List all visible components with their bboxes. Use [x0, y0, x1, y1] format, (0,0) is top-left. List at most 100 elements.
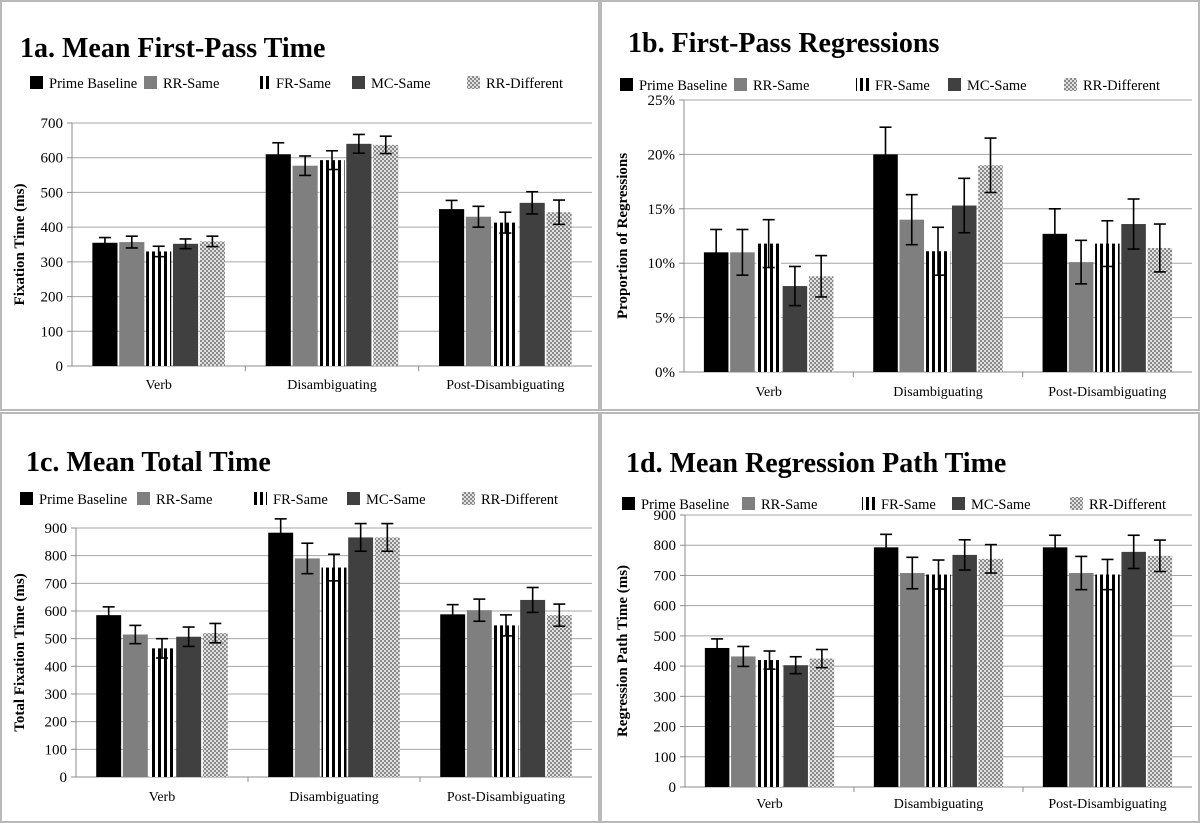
bar [348, 537, 374, 777]
legend-swatch [620, 78, 633, 91]
legend-label: FR-Same [875, 78, 930, 94]
chart-panel-1d: 1d. Mean Regression Path Time Prime Basel… [600, 412, 1200, 823]
legend-label: FR-Same [881, 497, 936, 513]
y-tick-label: 400 [41, 220, 64, 236]
bar [873, 154, 898, 372]
x-category-label: Verb [756, 797, 782, 812]
y-tick-label: 300 [45, 687, 68, 703]
bar [493, 625, 519, 777]
error-bar [736, 228, 749, 276]
legend-label: MC-Same [967, 78, 1027, 94]
y-tick-label: 600 [654, 599, 677, 615]
error-bar [932, 559, 945, 590]
bar [926, 574, 951, 787]
legend-swatch [862, 497, 875, 510]
y-tick-label: 700 [654, 568, 677, 584]
error-bar [473, 598, 486, 623]
bar [809, 658, 835, 787]
error-bar [328, 553, 340, 582]
error-bar [984, 543, 997, 574]
y-tick-label: 400 [45, 659, 68, 675]
error-bar [763, 650, 776, 670]
y-tick-label: 600 [41, 151, 64, 167]
legend-label: MC-Same [971, 497, 1031, 513]
legend-label: RR-Same [753, 78, 809, 94]
error-bar [379, 135, 392, 155]
bar [466, 610, 492, 777]
error-bar [958, 177, 971, 234]
y-tick-label: 900 [45, 521, 68, 537]
legend-swatch [20, 492, 33, 505]
bar [199, 241, 225, 366]
error-bar [179, 238, 192, 250]
bar [520, 599, 546, 777]
legend-swatch [948, 78, 961, 91]
legend-label: RR-Different [481, 492, 558, 508]
error-bar [182, 626, 195, 648]
error-bar [299, 155, 312, 177]
error-bar [326, 149, 338, 171]
x-category-label: Post-Disambiguating [1048, 385, 1166, 400]
error-bar [879, 126, 892, 183]
bar [1095, 574, 1120, 787]
chart-title: 1d. Mean Regression Path Time [626, 448, 1006, 479]
x-category-label: Disambiguating [894, 797, 983, 812]
legend-swatch [1070, 497, 1083, 510]
error-bar [499, 211, 512, 234]
error-bar [1101, 219, 1114, 268]
error-bar [1101, 558, 1114, 591]
legend-label: RR-Different [486, 76, 563, 92]
legend-label: Prime Baseline [639, 78, 727, 94]
chart-svg: 1b. First-Pass Regressions Prime Baseline… [615, 28, 1192, 400]
legend-swatch [952, 497, 965, 510]
bar [373, 144, 399, 366]
bar [294, 558, 320, 777]
bar [440, 614, 466, 777]
y-tick-label: 0 [669, 780, 677, 796]
bar [149, 648, 175, 777]
legend-label: RR-Same [761, 497, 817, 513]
error-bar [102, 606, 115, 625]
error-bar [789, 655, 802, 675]
error-bar [1153, 539, 1166, 573]
legend-label: MC-Same [371, 76, 431, 92]
y-axis-label: Fixation Time (ms) [12, 184, 28, 306]
legend-label: FR-Same [276, 76, 331, 92]
error-bar [1127, 198, 1140, 250]
legend-label: FR-Same [273, 492, 328, 508]
error-bar [1075, 239, 1088, 285]
bar [1069, 573, 1094, 787]
error-bar [156, 637, 168, 659]
bar [546, 615, 572, 777]
legend-swatch [137, 492, 150, 505]
y-tick-label: 500 [41, 185, 64, 201]
y-tick-label: 0 [60, 770, 68, 786]
legend-label: RR-Same [163, 76, 219, 92]
error-bar [209, 622, 222, 644]
error-bar [1075, 555, 1088, 591]
y-tick-label: 600 [45, 604, 68, 620]
bar [96, 615, 122, 777]
y-tick-label: 100 [654, 750, 677, 766]
error-bar [274, 518, 287, 548]
bar [122, 634, 148, 777]
x-category-label: Disambiguating [289, 790, 378, 805]
legend-label: RR-Different [1083, 78, 1160, 94]
bar [176, 636, 202, 777]
y-tick-label: 900 [654, 508, 677, 524]
chart-panel-1c: 1c. Mean Total Time Prime Baseline RR-Same… [0, 412, 600, 823]
error-bar [446, 603, 459, 625]
legend-label: MC-Same [366, 492, 426, 508]
error-bar [788, 265, 801, 307]
chart-svg: 1d. Mean Regression Path Time Prime Basel… [615, 448, 1192, 812]
bar [465, 216, 492, 366]
x-category-label: Verb [755, 385, 781, 400]
error-bar [815, 648, 828, 669]
y-tick-label: 300 [654, 689, 677, 705]
bar [873, 547, 899, 787]
legend-swatch [467, 76, 480, 89]
error-bar [526, 190, 539, 215]
legend-swatch [254, 492, 267, 505]
bar [439, 209, 465, 366]
legend-swatch [144, 76, 157, 89]
